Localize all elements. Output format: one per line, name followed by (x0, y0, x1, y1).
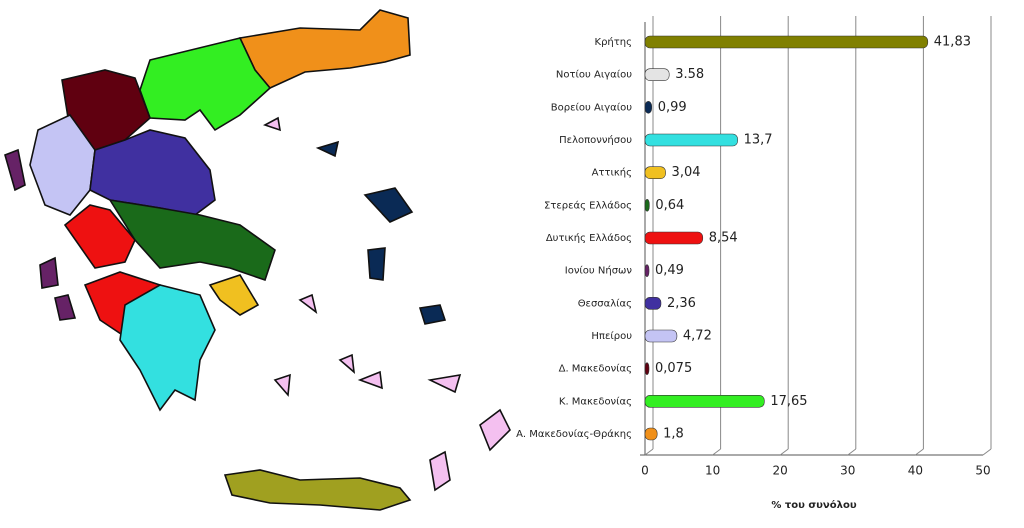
y-tick-label: Α. Μακεδονίας-Θράκης (516, 428, 632, 440)
grid-line (847, 448, 857, 456)
bar (644, 264, 650, 277)
x-tick-label: 40 (908, 464, 923, 478)
value-label: 13,7 (744, 133, 773, 148)
bar (644, 133, 738, 147)
region-attica (208, 274, 260, 316)
value-label: 0,075 (655, 361, 692, 376)
region-south-aegean (262, 116, 511, 492)
grid-line (915, 448, 924, 456)
region-crete (223, 469, 412, 511)
value-label: 0,49 (655, 263, 684, 278)
grid-line (644, 448, 654, 456)
region-thessaly (89, 129, 216, 216)
x-tick-label: 30 (840, 464, 855, 478)
x-tick-label: 10 (705, 464, 720, 478)
bar (644, 395, 765, 408)
value-label: 0,64 (655, 198, 684, 213)
grid-line (712, 448, 721, 456)
value-label: 3,04 (672, 165, 701, 180)
grid-line (779, 448, 789, 456)
region-sterea (108, 198, 276, 282)
value-label: 41,83 (934, 35, 971, 50)
bar (644, 329, 678, 343)
bar (644, 231, 704, 245)
y-tick-label: Πελοποννήσου (559, 134, 632, 146)
bar (644, 297, 662, 310)
y-tick-label: Αττικής (592, 167, 632, 179)
region-east-macedonia (238, 9, 411, 89)
y-tick-label: Βορείου Αιγαίου (551, 101, 632, 113)
y-tick-label: Ιονίου Νήσων (565, 265, 633, 277)
bar (644, 362, 650, 375)
bar (644, 68, 670, 81)
y-tick-label: Θεσσαλίας (578, 297, 632, 309)
region-epirus (29, 113, 96, 216)
x-tick-label: 0 (641, 464, 649, 478)
y-tick-label: Δ. Μακεδονίας (559, 363, 632, 375)
map (4, 9, 511, 511)
y-tick-label: Κ. Μακεδονίας (559, 395, 632, 407)
value-label: 2,36 (667, 296, 696, 311)
y-tick-label: Νοτίου Αιγαίου (556, 69, 632, 81)
value-label: 8,54 (709, 231, 738, 246)
bar (644, 101, 652, 114)
value-label: 0,99 (658, 100, 687, 115)
bar (644, 35, 929, 49)
y-tick-label: Στερεάς Ελλάδος (544, 199, 632, 211)
region-peloponnese (119, 284, 216, 412)
region-ionian (4, 148, 77, 321)
y-tick-label: Ηπείρου (591, 330, 632, 342)
y-tick-label: Κρήτης (595, 36, 632, 48)
value-label: 1,8 (663, 427, 684, 442)
y-tick-label: Δυτικής Ελλάδος (546, 232, 632, 244)
bar (644, 427, 658, 441)
x-tick-label: 50 (975, 464, 990, 478)
x-axis-label: % του συνόλου (771, 499, 856, 511)
bar (644, 166, 666, 179)
value-label: 3.58 (675, 67, 704, 82)
value-label: 4,72 (683, 329, 712, 344)
region-north-aegean (315, 140, 447, 325)
grid-line (982, 448, 992, 456)
bar (644, 199, 650, 212)
x-tick-label: 20 (773, 464, 788, 478)
value-label: 17,65 (770, 394, 807, 409)
